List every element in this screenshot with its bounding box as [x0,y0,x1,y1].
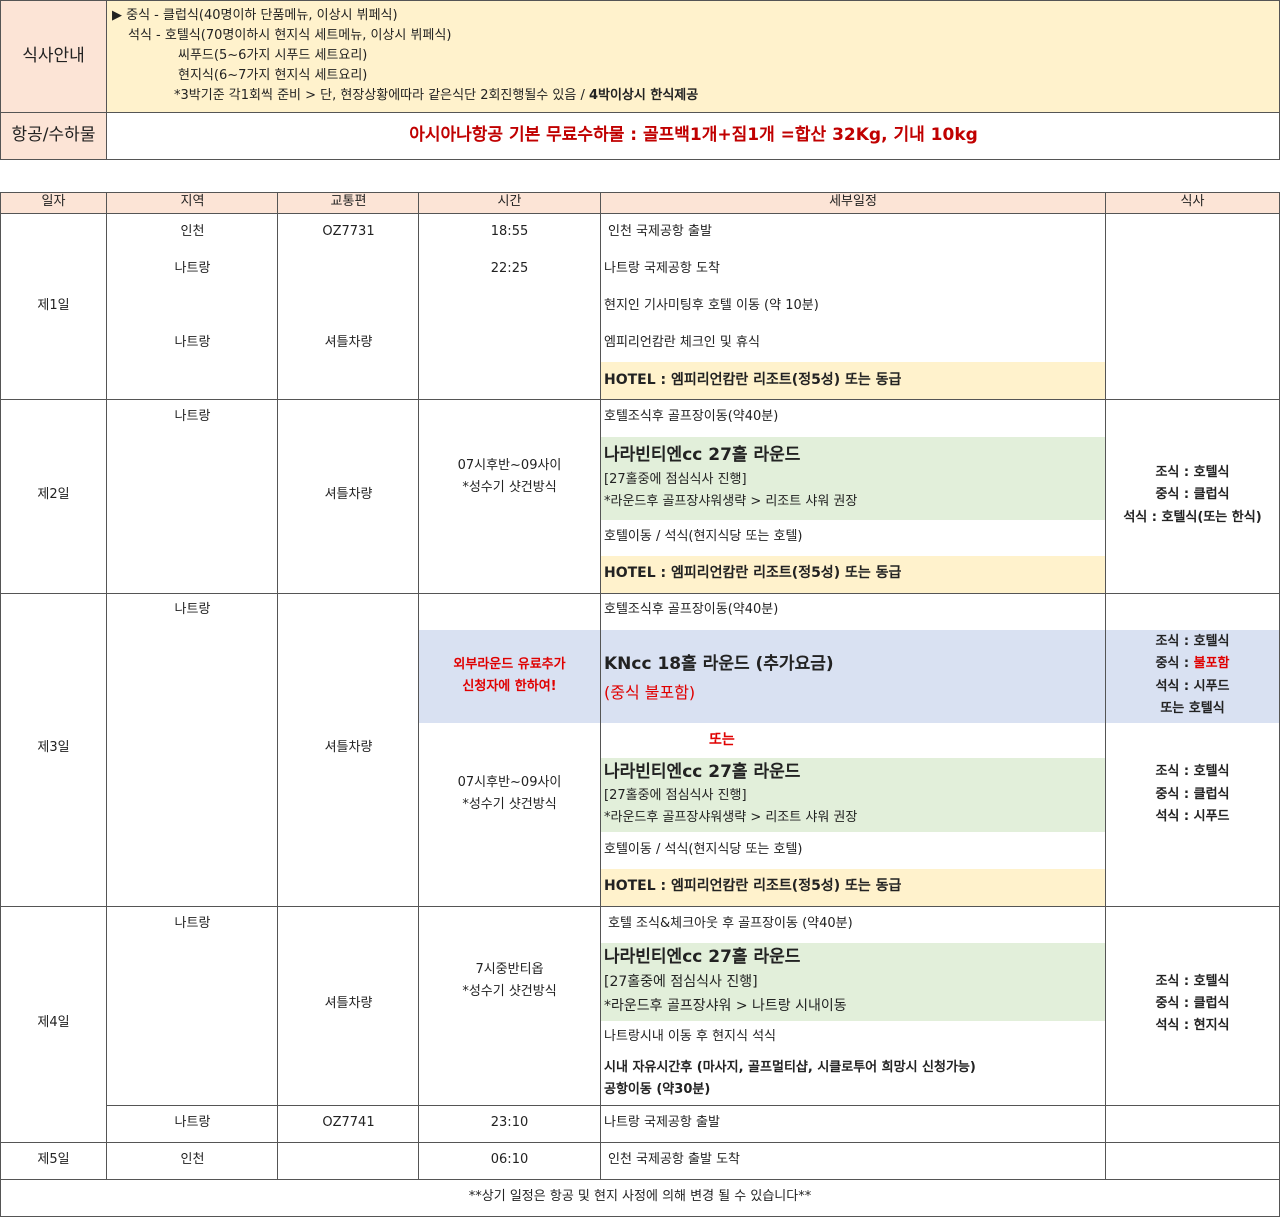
time: 07시후반~09사이 [457,775,562,790]
baggage-label-cell [0,112,107,159]
flight: OZ7731 [322,224,375,239]
header-time: 시간 [497,194,522,209]
meal-info-label: 식사안내 [22,46,85,66]
time: 22:25 [490,261,529,276]
transport: 셔틀차량 [324,740,373,755]
region: 나트랑 [174,335,211,350]
round-band [600,943,1106,1021]
table-header [0,192,1280,213]
header-meals: 식사 [1180,194,1205,209]
meal-info-cell [107,0,1280,112]
region: 나트랑 [174,261,211,276]
meal: 중식 : 클럽식 [1155,787,1230,802]
optional-notice: 신청자에 한하여! [462,679,557,694]
region: 인천 [180,224,205,239]
time: 7시중반티옵 [475,962,544,977]
round-title: 나라빈티엔cc 27홀 라운드 [604,947,801,967]
region: 나트랑 [174,916,211,931]
meal: 중식 : 클럽식 [1155,487,1230,502]
transport: 셔틀차량 [324,335,373,350]
day-label: 제1일 [37,298,70,313]
detail: *라운드후 골프장샤워생략 > 리조트 샤워 권장 [604,810,858,825]
detail: 호텔이동 / 석식(현지식당 또는 호텔) [604,529,803,544]
region: 나트랑 [174,1115,211,1130]
meal: 조식 : 호텔식 [1155,764,1230,779]
region: 나트랑 [174,602,211,617]
meal-info-line: 현지식(6~7가지 현지식 세트요리) [178,68,368,83]
detail: [27홀중에 점심식사 진행] [604,974,758,990]
meal-info-line: *3박기준 각1회씩 준비 > 단, 현장상황에따라 같은식단 2회진행될수 있… [174,88,699,103]
meal-info-line: ▶ 중식 - 클럽식(40명이하 단품메뉴, 이상시 뷔페식) [112,8,398,23]
hotel-band [600,556,1106,593]
meal: 석식 : 시푸드 [1155,809,1230,824]
hotel-band [600,869,1106,906]
meal-info-line: 석식 - 호텔식(70명이하시 현지식 세트메뉴, 이상시 뷔페식) [128,28,452,43]
detail: 호텔조식후 골프장이동(약40분) [604,602,779,617]
time-note: *성수기 샷건방식 [462,984,557,999]
time: 07시후반~09사이 [457,458,562,473]
day-label: 제4일 [37,1015,70,1030]
time: 18:55 [490,224,529,239]
meal: 중식 : 불포함 [1155,656,1230,671]
header-date: 일자 [41,194,66,209]
region: 인천 [180,1152,205,1167]
meal: 석식 : 시푸드 [1155,679,1230,694]
region: 나트랑 [174,409,211,424]
detail: 현지인 기사미팅후 호텔 이동 (약 10분) [604,298,819,313]
meal: 석식 : 호텔식(또는 한식) [1123,510,1262,525]
optional-round-title: KNcc 18홀 라운드 (추가요금) [604,654,834,674]
meal: 조식 : 호텔식 [1155,974,1230,989]
meal: 조식 : 호텔식 [1155,465,1230,480]
detail: 나트랑 국제공항 출발 [604,1115,720,1130]
day-label: 제3일 [37,740,70,755]
detail: 인천 국제공항 출발 도착 [608,1152,740,1167]
meal-info-line: 씨푸드(5~6가지 시푸드 세트요리) [178,48,368,63]
transport: 셔틀차량 [324,996,373,1011]
meal-info-label-cell [0,0,107,112]
hotel-detail: HOTEL : 엠피리언캄란 리조트(정5성) 또는 동급 [604,372,902,388]
time: 06:10 [490,1152,529,1167]
day-label: 제2일 [37,487,70,502]
detail: *라운드후 골프장샤워생략 > 리조트 샤워 권장 [604,494,858,509]
optional-notice: 외부라운드 유료추가 [453,657,566,672]
detail: 엠피리언캄란 체크인 및 휴식 [604,335,760,350]
detail: [27홀중에 점심식사 진행] [604,788,747,803]
baggage-label: 항공/수하물 [11,125,96,145]
meal: 또는 호텔식 [1160,701,1225,716]
meal: 석식 : 현지식 [1155,1018,1230,1033]
header-region: 지역 [180,194,205,209]
hotel-detail: HOTEL : 엠피리언캄란 리조트(정5성) 또는 동급 [604,878,902,894]
detail: 공항이동 (약30분) [604,1082,711,1097]
or-label: 또는 [709,732,735,748]
optional-round-band [419,630,1280,723]
detail: 인천 국제공항 출발 [608,224,712,239]
time-note: *성수기 샷건방식 [462,797,557,812]
detail: 나트랑시내 이동 후 현지식 석식 [604,1029,777,1044]
round-title: 나라빈티엔cc 27홀 라운드 [604,445,801,465]
meal: 조식 : 호텔식 [1155,634,1230,649]
header-details: 세부일정 [829,194,877,209]
day-label: 제5일 [37,1152,70,1167]
round-band [600,437,1106,520]
detail: 나트랑 국제공항 도착 [604,261,720,276]
detail: [27홀중에 점심식사 진행] [604,472,747,487]
detail: 호텔 조식&체크아웃 후 골프장이동 (약40분) [608,916,853,931]
transport: 셔틀차량 [324,487,373,502]
hotel-band [600,362,1106,399]
detail: *라운드후 골프장샤워 > 나트랑 시내이동 [604,998,847,1014]
round-title: 나라빈티엔cc 27홀 라운드 [604,762,801,782]
header-transport: 교통편 [330,194,367,209]
flight: OZ7741 [322,1115,375,1130]
lunch-excluded-note: (중식 불포함) [604,683,696,702]
detail: 시내 자유시간후 (마사지, 골프멀티샵, 시클로투어 희망시 신청가능) [604,1060,976,1075]
detail: 호텔조식후 골프장이동(약40분) [604,409,779,424]
time: 23:10 [490,1115,529,1130]
hotel-detail: HOTEL : 엠피리언캄란 리조트(정5성) 또는 동급 [604,565,902,581]
baggage-text: 아시아나항공 기본 무료수하물 : 골프백1개+짐1개 =합산 32Kg, 기내… [409,125,978,145]
round-band [600,758,1106,832]
detail: 호텔이동 / 석식(현지식당 또는 호텔) [604,842,803,857]
meal: 중식 : 클럽식 [1155,996,1230,1011]
time-note: *성수기 샷건방식 [462,480,557,495]
footer-note: **상기 일정은 항공 및 현지 사정에 의해 변경 될 수 있습니다** [468,1189,812,1204]
